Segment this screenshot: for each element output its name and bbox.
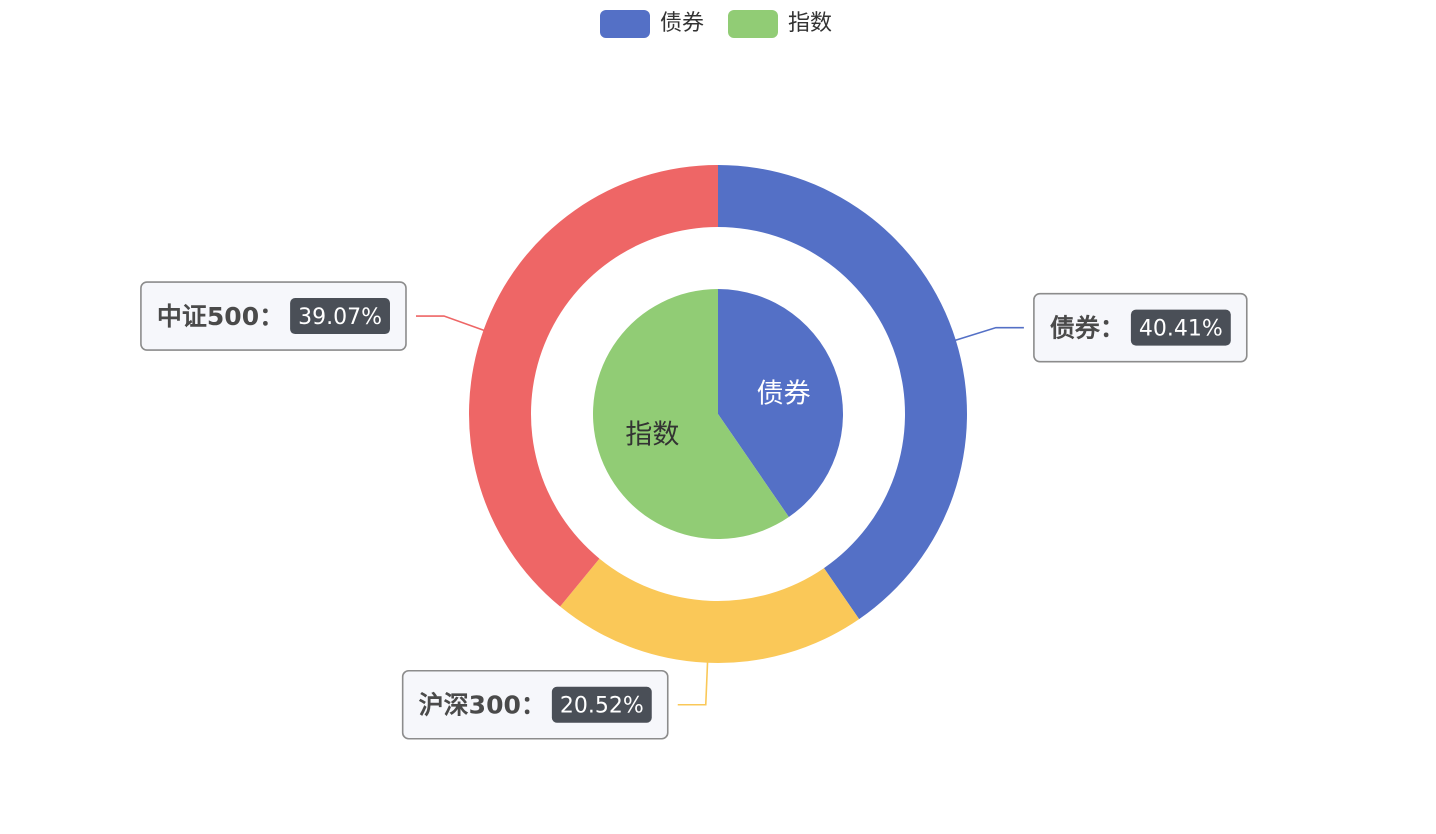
outer-ring — [468, 165, 967, 663]
outer-ring-slice-1[interactable] — [560, 558, 860, 663]
label-name: 债券： — [1050, 314, 1125, 343]
label-name-text: 债券 — [1050, 314, 1101, 343]
slice-label: 中证500： 39.07% — [140, 281, 407, 351]
leader-line — [953, 326, 1024, 342]
legend-label[interactable]: 债券 — [660, 11, 704, 36]
percent-value: 39.07% — [298, 305, 382, 330]
label-name: 沪深300： — [419, 691, 546, 720]
label-separator: ： — [521, 691, 546, 720]
legend: 债券 指数 — [600, 10, 832, 38]
label-name-text: 中证500 — [157, 302, 259, 331]
leader-line — [415, 315, 486, 332]
legend-swatch[interactable] — [728, 10, 778, 38]
label-separator: ： — [1100, 314, 1125, 343]
inner-pie-label: 指数 — [625, 419, 679, 450]
percent-badge — [551, 686, 652, 723]
label-name-text: 沪深300 — [419, 691, 521, 720]
outer-ring-slice-0[interactable] — [718, 165, 967, 620]
legend-swatch[interactable] — [600, 10, 650, 38]
label-name: 中证500： — [157, 302, 284, 331]
percent-value: 40.41% — [1139, 317, 1223, 342]
label-separator: ： — [259, 302, 284, 331]
legend-label[interactable]: 指数 — [788, 11, 832, 36]
outer-ring-slice-2[interactable] — [468, 165, 718, 607]
inner-pie-slice-1[interactable] — [593, 289, 789, 539]
percent-badge — [1130, 309, 1231, 346]
inner-pie-slice-0[interactable] — [718, 289, 844, 517]
percent-value: 20.52% — [560, 694, 644, 719]
outer-labels: 债券： 40.41%沪深300： 20.52%中证500： 39.07% — [140, 281, 1248, 740]
slice-label: 债券： 40.41% — [1033, 292, 1248, 363]
inner-pie-label: 债券 — [757, 379, 811, 410]
slice-label: 沪深300： 20.52% — [401, 669, 669, 740]
percent-badge — [290, 298, 390, 335]
leader-line — [677, 660, 709, 706]
